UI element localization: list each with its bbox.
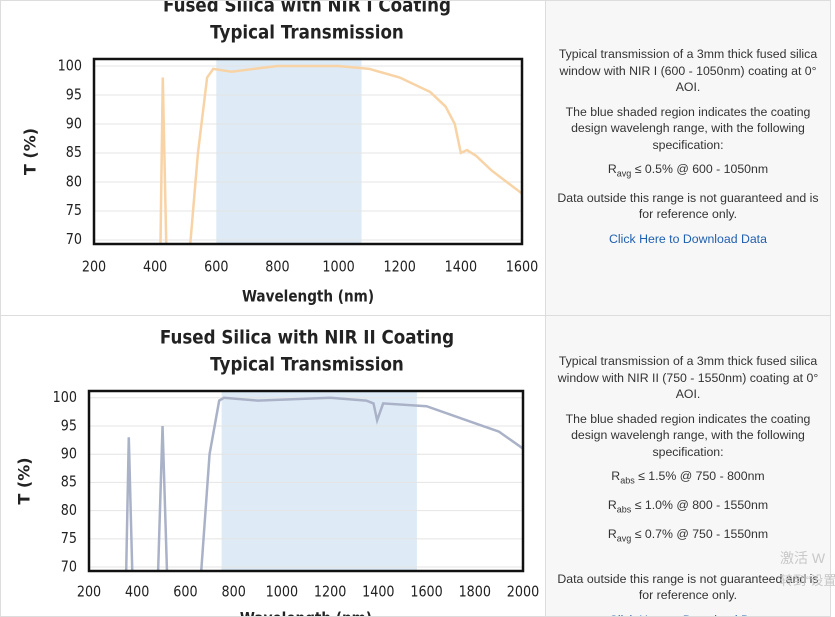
spec-symbol: R	[607, 497, 617, 512]
spec: Rabs ≤ 1.5% @ 750 - 800nm	[552, 468, 824, 489]
spec: Rabs ≤ 1.0% @ 800 - 1550nm	[552, 497, 824, 518]
x-axis-label: Wavelength (nm)	[242, 287, 374, 305]
description: Typical transmission of a 3mm thick fuse…	[558, 47, 818, 94]
y-tick-label: 90	[66, 115, 82, 132]
data-line	[124, 396, 523, 571]
note: Data outside this range is not guarantee…	[557, 571, 819, 603]
description-cell: Typical transmission of a 3mm thick fuse…	[545, 315, 831, 617]
spec: Ravg ≤ 0.7% @ 750 - 1550nm	[552, 526, 824, 547]
spec: Ravg ≤ 0.5% @ 600 - 1050nm	[552, 161, 824, 182]
download-link[interactable]: Click Here to Download Data	[552, 612, 824, 616]
y-tick-label: 80	[66, 173, 82, 190]
spec-subscript: abs	[620, 475, 635, 486]
y-tick-label: 85	[61, 474, 77, 491]
x-tick-label: 1200	[384, 258, 416, 275]
spec-symbol: R	[607, 162, 617, 176]
spec-subscript: avg	[616, 533, 632, 544]
x-tick-label: 600	[204, 258, 228, 275]
spec-subscript: avg	[616, 168, 632, 179]
plot-frame	[92, 57, 524, 246]
watermark: 转到“设置	[780, 573, 835, 588]
chart-title: Fused Silica with NIR II Coating	[160, 326, 454, 348]
spec-list: Ravg ≤ 0.5% @ 600 - 1050nm	[552, 161, 824, 182]
x-tick-label: 400	[143, 258, 167, 275]
spec-text: ≤ 0.7% @ 750 - 1550nm	[634, 526, 769, 541]
x-tick-label: 1400	[362, 583, 394, 600]
y-tick-label: 75	[66, 202, 82, 219]
description: The blue shaded region indicates the coa…	[565, 411, 811, 459]
x-tick-label: 600	[173, 583, 197, 600]
download-link[interactable]: Click Here to Download Data	[609, 231, 767, 246]
chart-title: Fused Silica with NIR I Coating	[163, 1, 451, 17]
x-tick-label: 1800	[459, 583, 491, 600]
plot-frame	[87, 389, 525, 573]
spec-subscript: abs	[616, 504, 632, 515]
x-tick-label: 1600	[410, 583, 442, 600]
x-tick-label: 800	[265, 258, 289, 275]
y-tick-label: 70	[61, 558, 77, 575]
x-axis-label: Wavelength (nm)	[240, 609, 372, 617]
y-axis-label: T (%)	[15, 457, 34, 504]
spec-text: ≤ 0.5% @ 600 - 1050nm	[634, 162, 769, 176]
spec-text: ≤ 1.0% @ 800 - 1550nm	[634, 497, 769, 512]
y-tick-label: 95	[66, 86, 82, 103]
spec-text: ≤ 1.5% @ 750 - 800nm	[638, 469, 765, 483]
description-cell: Typical transmission of a 3mm thick fuse…	[545, 0, 831, 316]
description: The blue shaded region indicates the coa…	[565, 104, 811, 152]
chart-cell: Fused Silica with NIR I Coating Typical T…	[0, 0, 546, 316]
y-tick-label: 100	[53, 389, 77, 406]
x-tick-label: 800	[222, 583, 246, 600]
x-tick-label: 200	[77, 583, 101, 600]
description: Typical transmission of a 3mm thick fuse…	[557, 354, 819, 401]
chart-title: Typical Transmission	[210, 353, 404, 375]
x-tick-label: 400	[125, 583, 149, 600]
y-tick-label: 70	[66, 231, 82, 248]
y-tick-label: 95	[61, 417, 77, 434]
chart: Fused Silica with NIR II Coating Typical …	[15, 326, 540, 617]
chart-cell: Fused Silica with NIR II Coating Typical …	[0, 315, 546, 617]
x-tick-label: 1000	[322, 258, 354, 275]
y-axis-label: T (%)	[21, 128, 40, 175]
data-line	[159, 64, 522, 244]
shaded-region	[221, 391, 417, 571]
chart-title: Typical Transmission	[210, 21, 404, 43]
x-tick-label: 2000	[507, 583, 539, 600]
y-tick-label: 85	[66, 144, 82, 161]
watermark: 激活 W	[780, 550, 826, 566]
y-tick-label: 90	[61, 446, 77, 463]
note: Data outside this range is not guarantee…	[557, 190, 819, 222]
x-tick-label: 1600	[506, 258, 538, 275]
x-tick-label: 1400	[445, 258, 477, 275]
y-tick-label: 75	[61, 530, 77, 547]
spec-symbol: R	[611, 469, 621, 483]
x-tick-label: 1200	[314, 583, 346, 600]
y-tick-label: 100	[58, 57, 82, 74]
shaded-region	[216, 59, 362, 244]
x-tick-label: 200	[82, 258, 106, 275]
spec-symbol: R	[607, 526, 617, 541]
y-tick-label: 80	[61, 502, 77, 519]
x-tick-label: 1000	[266, 583, 298, 600]
chart: Fused Silica with NIR I Coating Typical T…	[21, 1, 539, 306]
spec-list: Rabs ≤ 1.5% @ 750 - 800nm Rabs ≤ 1.0% @ 8…	[552, 468, 824, 547]
